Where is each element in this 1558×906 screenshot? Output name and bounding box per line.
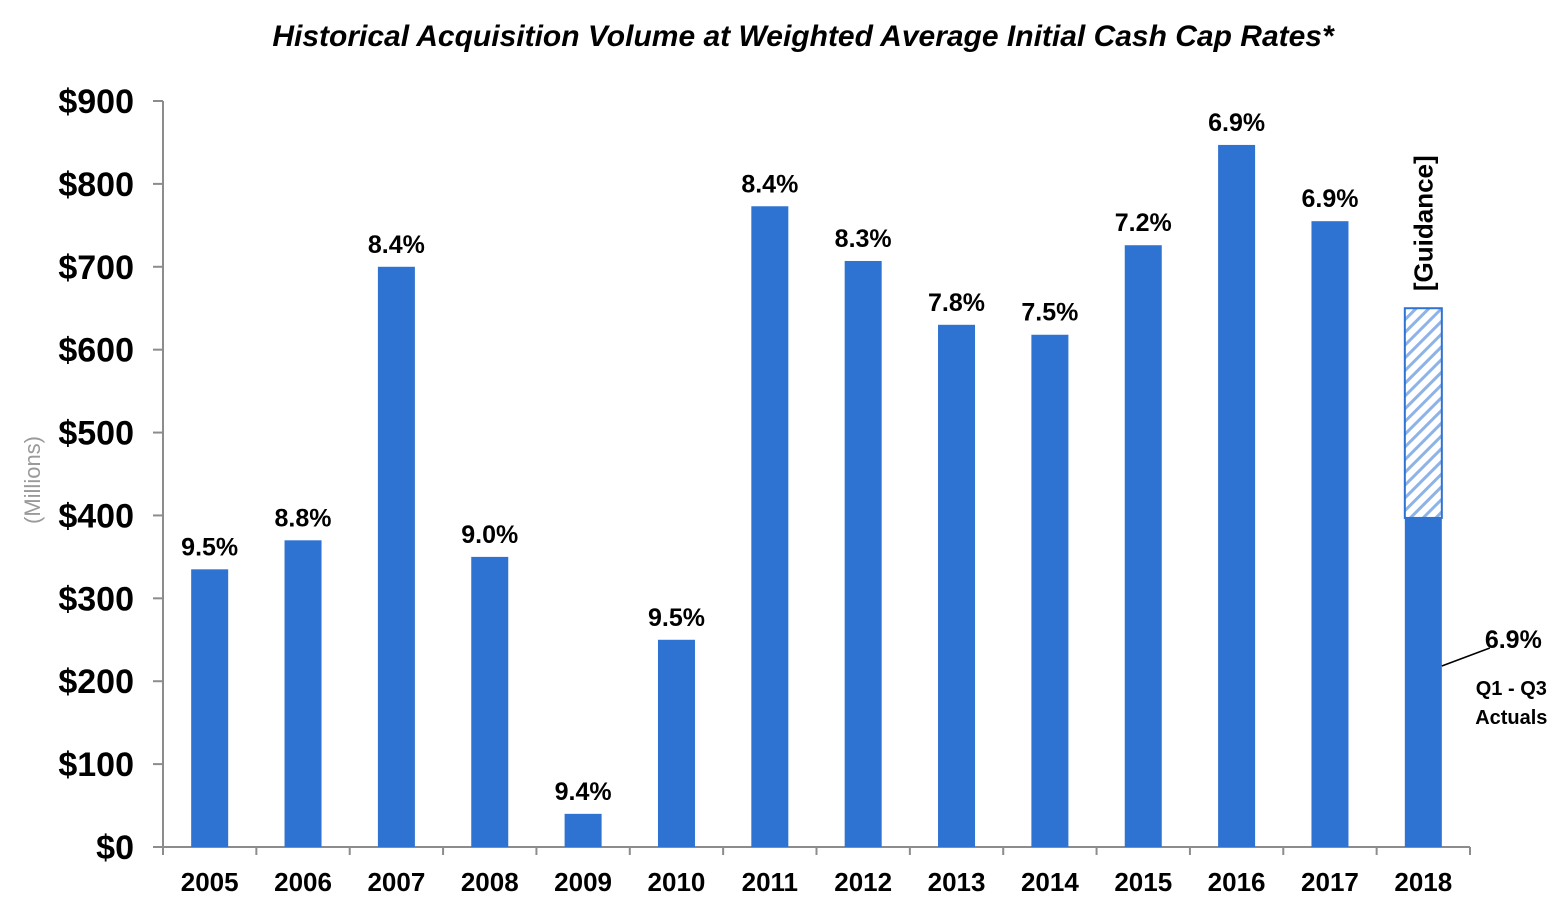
bar-2009 [564,813,602,847]
data-label-2011: 8.4% [741,170,798,198]
data-label-2016: 6.9% [1208,109,1265,137]
y-tick-label: $0 [96,829,134,867]
data-label-2008: 9.0% [461,521,518,549]
y-tick-label: $600 [58,332,134,370]
x-tick-label: 2016 [1208,867,1266,897]
bar-2008 [471,556,509,847]
y-tick-label: $800 [58,166,134,204]
bar-2015 [1124,245,1162,847]
x-tick-label: 2011 [742,867,798,897]
x-tick-label: 2013 [928,867,986,897]
guidance-label: [Guidance] [1408,155,1438,291]
actuals-callout-line [1441,647,1491,667]
bar-guidance-2018 [1403,307,1443,519]
actuals-label-line1: Q1 - Q3 [1476,678,1547,700]
bar-2010 [657,639,695,847]
bar-2005 [191,569,229,847]
x-tick-label: 2007 [367,867,425,897]
y-tick-label: $900 [58,83,134,121]
x-tick-label: 2018 [1394,867,1452,897]
data-label-2007: 8.4% [368,231,425,259]
data-label-2006: 8.8% [275,504,332,532]
data-label-2014: 7.5% [1021,299,1078,327]
actuals-rate-label: 6.9% [1485,626,1542,654]
x-tick-label: 2009 [554,867,612,897]
y-tick-label: $700 [58,249,134,287]
x-tick-label: 2006 [274,867,332,897]
plot-area: $0 $100 $200 $300 $400 $500 $600 $700 $800 $900 9.… [58,83,1471,897]
bar-2016 [1218,144,1256,848]
x-tick-label: 2008 [461,867,519,897]
bar-2012 [844,260,882,847]
x-tick-label: 2017 [1301,867,1359,897]
bar-2018 [1404,517,1442,847]
data-label-2010: 9.5% [648,604,705,632]
data-label-2012: 8.3% [835,225,892,253]
bar-2011 [751,206,789,847]
y-tick-label: $400 [58,497,134,535]
bar-2007 [377,266,415,847]
bar-2006 [284,540,322,847]
x-tick-label: 2014 [1021,867,1079,897]
y-tick-label: $300 [58,580,134,618]
data-label-2015: 7.2% [1115,209,1172,237]
bar-2017 [1311,221,1349,847]
chart-title: Historical Acquisition Volume at Weighte… [272,20,1335,53]
data-label-2005: 9.5% [181,533,238,561]
y-tick-label: $200 [58,663,134,701]
x-tick-label: 2005 [181,867,239,897]
x-tick-label: 2015 [1114,867,1172,897]
x-tick-label: 2012 [834,867,892,897]
data-label-2017: 6.9% [1301,185,1358,213]
data-label-2013: 7.8% [928,289,985,317]
x-tick-label: 2010 [648,867,706,897]
y-tick-label: $500 [58,415,134,453]
data-label-2009: 9.4% [555,778,612,806]
y-axis-label: (Millions) [20,436,45,524]
y-tick-label: $100 [58,746,134,784]
actuals-label-line2: Actuals [1475,707,1547,729]
bar-2013 [938,324,976,847]
bar-2014 [1031,334,1069,847]
